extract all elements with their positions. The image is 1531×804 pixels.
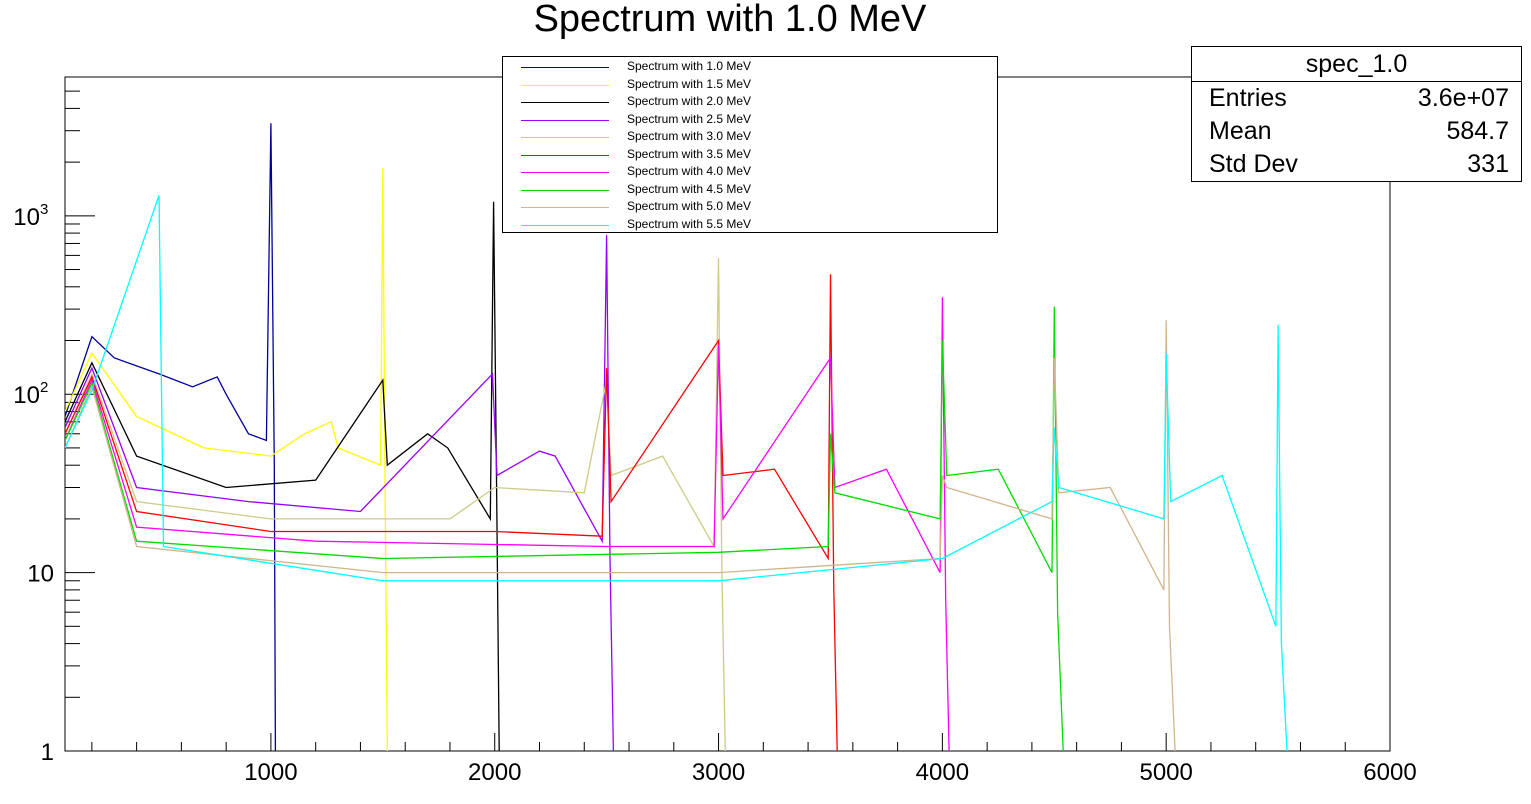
legend-label: Spectrum with 4.5 MeV: [627, 181, 752, 196]
legend-item: Spectrum with 3.5 MeV: [503, 147, 997, 164]
legend-swatch: [521, 154, 609, 156]
x-tick-label: 4000: [916, 759, 969, 786]
legend-label: Spectrum with 2.5 MeV: [627, 111, 752, 126]
legend-swatch: [521, 137, 609, 138]
legend-label: Spectrum with 1.5 MeV: [627, 76, 752, 91]
series-line: [65, 235, 615, 751]
x-tick-label: 1000: [244, 759, 297, 786]
legend-item: Spectrum with 3.0 MeV: [503, 129, 997, 146]
stats-box: spec_1.0 Entries 3.6e+07 Mean 584.7 Std …: [1191, 46, 1522, 182]
legend-swatch: [521, 189, 609, 191]
stats-row-mean: Mean 584.7: [1192, 115, 1521, 148]
legend-box: Spectrum with 1.0 MeV Spectrum with 1.5 M…: [502, 56, 998, 233]
x-tick-label: 6000: [1363, 759, 1416, 786]
legend-item: Spectrum with 4.0 MeV: [503, 164, 997, 181]
series-line: [65, 195, 1288, 751]
series-line: [65, 320, 1176, 751]
legend-label: Spectrum with 5.0 MeV: [627, 199, 752, 213]
legend-item: Spectrum with 2.5 MeV: [503, 112, 997, 129]
y-tick-exponent: 2: [40, 379, 48, 396]
x-tick-label: 5000: [1139, 759, 1192, 786]
legend-swatch: [521, 102, 609, 103]
legend-swatch: [521, 207, 609, 208]
legend-swatch: [521, 84, 609, 86]
series-line: [65, 201, 500, 751]
y-tick-label: 10: [27, 561, 54, 588]
legend-label: Spectrum with 3.0 MeV: [627, 129, 752, 143]
stats-row-stddev: Std Dev 331: [1192, 148, 1521, 181]
legend-item: Spectrum with 1.0 MeV: [503, 59, 997, 76]
legend-label: Spectrum with 2.0 MeV: [627, 94, 752, 108]
legend-swatch: [521, 172, 609, 173]
stats-row-entries: Entries 3.6e+07: [1192, 82, 1521, 115]
legend-item: Spectrum with 2.0 MeV: [503, 94, 997, 111]
stats-title: spec_1.0: [1192, 47, 1521, 82]
stats-value: 3.6e+07: [1417, 84, 1509, 112]
legend-label: Spectrum with 3.5 MeV: [627, 146, 752, 161]
series-line: [65, 297, 950, 751]
chart-title: Spectrum with 1.0 MeV: [533, 0, 927, 40]
legend-item: Spectrum with 1.5 MeV: [503, 77, 997, 94]
series-line: [65, 123, 277, 751]
y-tick-label: 10: [13, 382, 40, 409]
stats-key: Std Dev: [1209, 150, 1298, 178]
x-tick-label: 2000: [468, 759, 521, 786]
legend-item: Spectrum with 5.5 MeV: [503, 217, 997, 234]
y-tick-label: 1: [41, 739, 54, 766]
series-line: [65, 257, 726, 751]
stats-key: Mean: [1209, 117, 1272, 145]
y-tick-label: 10: [13, 204, 40, 231]
legend-swatch: [521, 224, 609, 226]
stats-key: Entries: [1209, 84, 1287, 112]
stats-value: 331: [1467, 150, 1509, 178]
y-tick-exponent: 3: [40, 201, 48, 218]
legend-label: Spectrum with 4.0 MeV: [627, 164, 752, 178]
legend-item: Spectrum with 5.0 MeV: [503, 199, 997, 216]
legend-item: Spectrum with 4.5 MeV: [503, 182, 997, 199]
series-line: [65, 306, 1064, 751]
series-line: [65, 168, 388, 751]
legend-label: Spectrum with 1.0 MeV: [627, 59, 752, 73]
legend-label: Spectrum with 5.5 MeV: [627, 216, 752, 231]
stats-value: 584.7: [1446, 117, 1509, 145]
legend-swatch: [521, 67, 609, 68]
series-line: [65, 274, 838, 751]
legend-swatch: [521, 119, 609, 121]
x-tick-label: 3000: [692, 759, 745, 786]
